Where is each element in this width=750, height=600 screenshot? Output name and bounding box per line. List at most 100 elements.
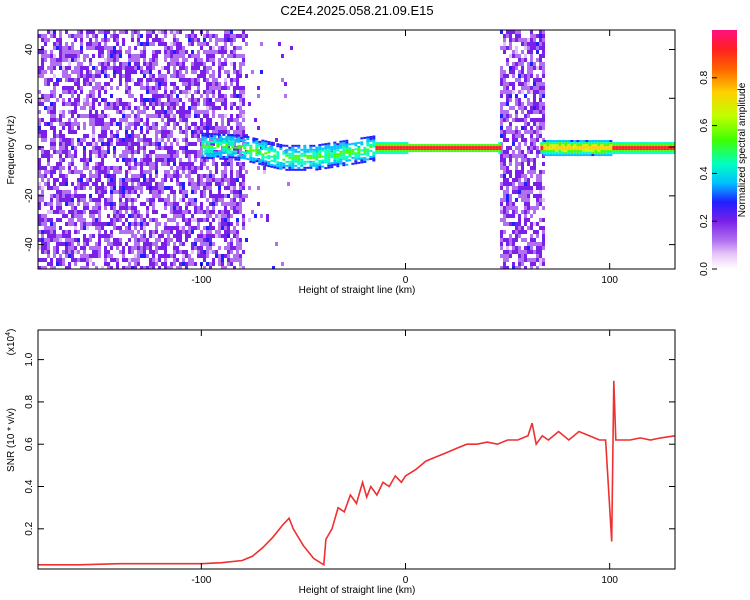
heatmap-cell	[137, 34, 140, 38]
heatmap-cell	[297, 168, 301, 171]
heatmap-cell	[179, 162, 182, 166]
heatmap-cell	[521, 158, 524, 162]
heatmap-cell	[185, 50, 188, 54]
heatmap-cell	[239, 202, 242, 206]
heatmap-cell	[128, 190, 131, 194]
heatmap-cell	[179, 90, 182, 94]
heatmap-cell	[212, 74, 215, 78]
heatmap-cell	[527, 178, 530, 182]
heatmap-cell	[185, 114, 188, 118]
heatmap-cell	[131, 30, 134, 34]
heatmap-cell	[524, 250, 527, 254]
heatmap-cell	[309, 150, 313, 153]
heatmap-cell	[143, 122, 146, 126]
heatmap-cell	[188, 182, 191, 186]
heatmap-cell	[155, 82, 158, 86]
heatmap-cell	[149, 42, 152, 46]
heatmap-cell	[227, 30, 230, 34]
heatmap-cell	[518, 246, 521, 250]
heatmap-cell	[92, 54, 95, 58]
heatmap-cell	[255, 142, 259, 145]
heatmap-cell	[116, 106, 119, 110]
heatmap-cell	[131, 34, 134, 38]
heatmap-cell	[542, 162, 545, 166]
heatmap-cell	[309, 148, 313, 151]
heatmap-cell	[194, 190, 197, 194]
heatmap-cell	[86, 114, 89, 118]
heatmap-cell	[128, 78, 131, 82]
heatmap-cell	[264, 164, 268, 167]
heatmap-cell	[536, 174, 539, 178]
heatmap-cell	[503, 46, 506, 50]
heatmap-cell	[140, 158, 143, 162]
heatmap-cell	[188, 170, 191, 174]
heatmap-cell	[119, 238, 122, 242]
heatmap-cell	[512, 106, 515, 110]
heatmap-cell	[167, 162, 170, 166]
heatmap-cell	[56, 194, 59, 198]
heatmap-cell	[185, 262, 188, 266]
heatmap-cell	[131, 246, 134, 250]
heatmap-cell	[222, 151, 226, 154]
heatmap-cell	[239, 174, 242, 178]
heatmap-cell	[582, 154, 586, 157]
heatmap-cell	[119, 30, 122, 34]
heatmap-cell	[47, 238, 50, 242]
heatmap-cell	[654, 150, 658, 153]
heatmap-cell	[645, 142, 649, 145]
heatmap-cell	[170, 166, 173, 170]
heatmap-cell	[227, 262, 230, 266]
heatmap-cell	[567, 144, 571, 147]
heatmap-cell	[224, 86, 227, 90]
heatmap-cell	[606, 152, 610, 155]
heatmap-cell	[207, 148, 211, 151]
heatmap-cell	[366, 142, 370, 145]
heatmap-cell	[95, 122, 98, 126]
heatmap-cell	[59, 78, 62, 82]
heatmap-cell	[95, 66, 98, 70]
heatmap-cell	[44, 58, 47, 62]
heatmap-cell	[50, 222, 53, 226]
heatmap-cell	[53, 182, 56, 186]
heatmap-cell	[146, 246, 149, 250]
heatmap-cell	[372, 145, 376, 148]
heatmap-cell	[536, 258, 539, 262]
heatmap-cell	[98, 54, 101, 58]
heatmap-cell	[143, 226, 146, 230]
heatmap-cell	[218, 130, 221, 134]
heatmap-cell	[321, 143, 325, 146]
heatmap-cell	[242, 266, 245, 269]
heatmap-cell	[50, 266, 53, 269]
heatmap-cell	[521, 162, 524, 166]
heatmap-cell	[83, 166, 86, 170]
heatmap-cell	[267, 165, 271, 168]
heatmap-cell	[89, 118, 92, 122]
heatmap-cell	[98, 178, 101, 182]
heatmap-cell	[176, 182, 179, 186]
heatmap-cell	[372, 155, 376, 158]
heatmap-cell	[312, 160, 316, 163]
heatmap-cell	[630, 152, 634, 155]
heatmap-cell	[188, 106, 191, 110]
heatmap-cell	[62, 58, 65, 62]
heatmap-cell	[239, 194, 242, 198]
heatmap-cell	[242, 214, 245, 218]
heatmap-cell	[327, 162, 331, 165]
heatmap-cell	[533, 250, 536, 254]
heatmap-cell	[152, 94, 155, 98]
heatmap-cell	[44, 182, 47, 186]
heatmap-cell	[512, 222, 515, 226]
heatmap-cell	[369, 137, 373, 140]
heatmap-cell	[663, 142, 667, 145]
heatmap-cell	[53, 238, 56, 242]
heatmap-cell	[131, 234, 134, 238]
heatmap-cell	[122, 266, 125, 269]
heatmap-cell	[101, 150, 104, 154]
heatmap-cell	[140, 54, 143, 58]
heatmap-cell	[585, 142, 589, 145]
heatmap-cell	[185, 142, 188, 146]
heatmap-cell	[113, 150, 116, 154]
heatmap-cell	[92, 90, 95, 94]
heatmap-cell	[315, 156, 319, 159]
heatmap-cell	[227, 54, 230, 58]
